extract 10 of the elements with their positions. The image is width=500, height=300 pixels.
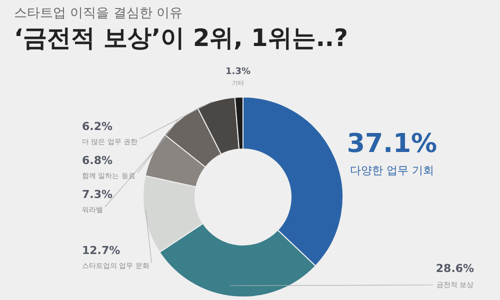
data-label: 1.3% (226, 67, 250, 77)
data-label: 28.6% (436, 262, 474, 275)
chart-title: ‘금전적 보상’이 2위, 1위는..? (14, 23, 348, 54)
slice-label: 다양한 업무 기회 (350, 164, 434, 177)
data-label: 12.7% (82, 244, 120, 257)
data-label: 6.8% (82, 154, 113, 167)
chart-subtitle: 스타트업 이직을 결심한 이유 (14, 5, 182, 22)
data-label: 37.1% (346, 129, 438, 159)
data-label: 7.3% (82, 188, 113, 201)
data-label: 6.2% (82, 120, 113, 133)
